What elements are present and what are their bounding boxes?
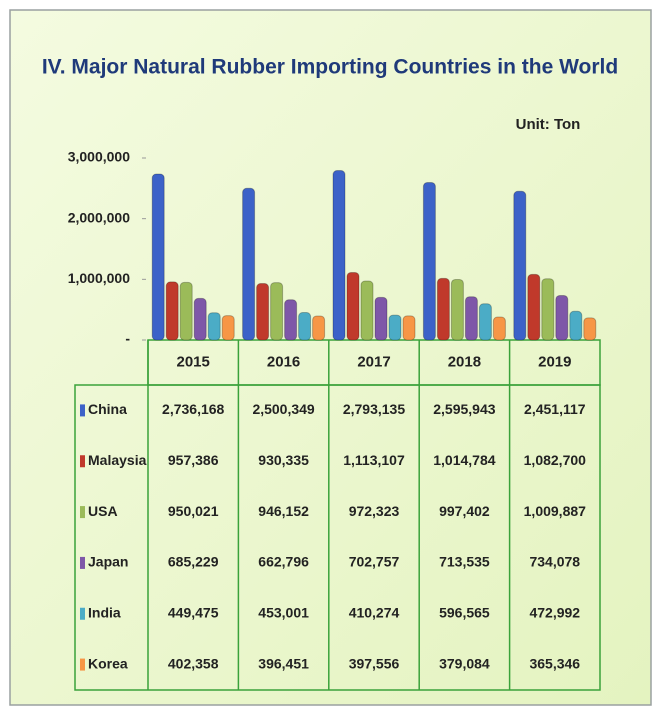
table-value: 713,535 [439, 554, 490, 570]
table-value: 402,358 [168, 655, 219, 671]
legend-swatch [80, 506, 85, 519]
table-value: 596,565 [439, 604, 490, 620]
table-value: 950,021 [168, 503, 219, 519]
legend-label: USA [88, 503, 118, 519]
table-value: 1,009,887 [524, 503, 586, 519]
table-value: 930,335 [258, 452, 309, 468]
table-value: 453,001 [258, 604, 309, 620]
legend-label: Japan [88, 554, 128, 570]
table-value: 2,595,943 [433, 401, 495, 417]
y-tick-label: - [125, 331, 130, 347]
legend-label: India [88, 604, 121, 620]
bar [193, 297, 207, 341]
table-value: 734,078 [529, 554, 580, 570]
unit-label: Unit: Ton [516, 116, 581, 133]
table-value: 957,386 [168, 452, 219, 468]
bar [541, 278, 555, 341]
table-value: 685,229 [168, 554, 219, 570]
table-value: 997,402 [439, 503, 490, 519]
table-value: 2,736,168 [162, 401, 224, 417]
bar [360, 280, 374, 341]
bar [583, 317, 597, 341]
table-value: 1,014,784 [433, 452, 495, 468]
x-tick-label: 2018 [448, 353, 481, 370]
legend-swatch [80, 404, 85, 417]
bar [388, 314, 402, 341]
bar [179, 281, 193, 341]
bar [221, 315, 235, 341]
bar [569, 310, 583, 341]
bar [256, 283, 270, 341]
bar [436, 277, 450, 341]
table-value: 410,274 [349, 604, 400, 620]
legend-swatch [80, 455, 85, 468]
bar [332, 170, 346, 341]
bar [555, 294, 569, 341]
bar [242, 187, 256, 341]
table-value: 1,113,107 [343, 452, 405, 468]
bar [492, 316, 506, 341]
table-value: 2,793,135 [343, 401, 405, 417]
legend-swatch [80, 658, 85, 671]
table-value: 2,451,117 [524, 401, 586, 417]
bar [151, 173, 165, 341]
bar [374, 296, 388, 341]
bar [346, 271, 360, 341]
legend-swatch [80, 607, 85, 620]
table-value: 662,796 [258, 554, 309, 570]
legend-label: Korea [88, 655, 128, 671]
bar [527, 273, 541, 341]
table-value: 946,152 [258, 503, 309, 519]
legend-label: Malaysia [88, 452, 147, 468]
x-tick-label: 2015 [177, 353, 210, 370]
table-frame [74, 384, 601, 691]
bar [402, 315, 416, 341]
bar [270, 282, 284, 341]
y-tick-label: 2,000,000 [68, 209, 130, 225]
legend-swatch [80, 556, 85, 569]
bar [207, 312, 221, 341]
bar [464, 296, 478, 341]
table-value: 397,556 [349, 655, 400, 671]
x-tick-label: 2017 [357, 353, 390, 370]
y-tick-label: 3,000,000 [68, 149, 130, 165]
bar [478, 303, 492, 341]
table-value: 472,992 [529, 604, 580, 620]
bar [165, 281, 179, 341]
bar [513, 190, 527, 341]
table-value: 1,082,700 [524, 452, 586, 468]
bar [298, 312, 312, 341]
table-value: 702,757 [349, 554, 400, 570]
bar [422, 182, 436, 341]
table-value: 365,346 [529, 655, 580, 671]
table-value: 379,084 [439, 655, 490, 671]
x-tick-label: 2016 [267, 353, 300, 370]
legend-label: China [88, 401, 127, 417]
table-value: 2,500,349 [252, 401, 314, 417]
y-tick-label: 1,000,000 [68, 270, 130, 286]
chart-title: IV. Major Natural Rubber Importing Count… [42, 56, 618, 79]
table-value: 972,323 [349, 503, 400, 519]
bar [450, 278, 464, 341]
table-value: 449,475 [168, 604, 219, 620]
bar [312, 315, 326, 341]
x-tick-label: 2019 [538, 353, 571, 370]
background [9, 9, 652, 706]
table-value: 396,451 [258, 655, 309, 671]
bar [284, 299, 298, 341]
